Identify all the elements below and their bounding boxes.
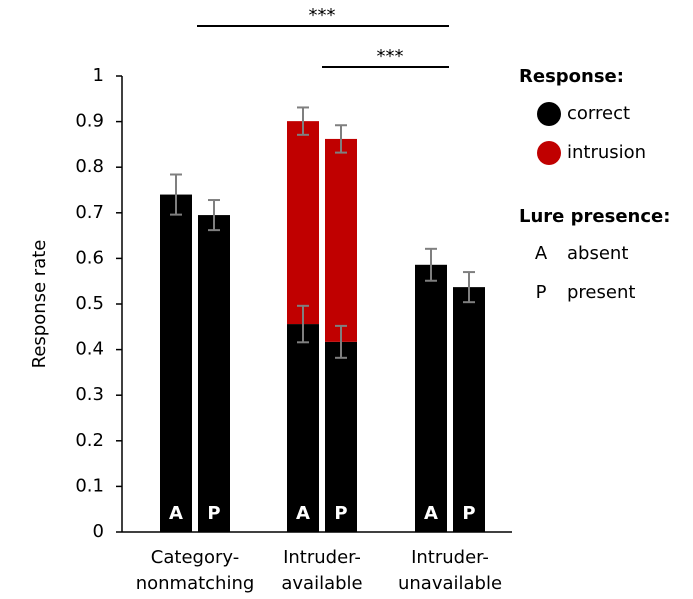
x-tick-label: nonmatching [136, 573, 255, 594]
x-tick-label: Category- [151, 547, 239, 568]
x-tick-label: Intruder- [283, 547, 361, 568]
x-tick-label: unavailable [398, 573, 502, 594]
y-axis-label: Response rate [29, 240, 50, 369]
bar-label: A [296, 503, 310, 524]
y-tick-label: 0.5 [75, 293, 104, 314]
legend-label: absent [567, 243, 628, 264]
y-tick-label: 0 [93, 521, 104, 542]
y-tick-label: 0.4 [75, 339, 104, 360]
bar-label: A [169, 503, 183, 524]
x-tick-label: available [281, 573, 362, 594]
significance-label: *** [377, 46, 404, 67]
legend-label: present [567, 282, 635, 303]
legend-marker [537, 141, 561, 165]
bar-segment [287, 121, 319, 325]
legend-title: Response: [519, 66, 624, 87]
y-tick-label: 0.6 [75, 247, 104, 268]
bar-segment [415, 264, 447, 532]
y-tick-label: 1 [93, 65, 104, 86]
bar-label: P [462, 503, 475, 524]
bar-segment [160, 194, 192, 532]
x-tick-label: Intruder- [411, 547, 489, 568]
y-tick-label: 0.7 [75, 202, 104, 223]
bar-segment [325, 138, 357, 342]
legend-marker [537, 102, 561, 126]
bar-segment [287, 324, 319, 532]
y-tick-label: 0.9 [75, 111, 104, 132]
y-tick-label: 0.8 [75, 156, 104, 177]
legend-label: correct [567, 103, 630, 124]
significance-label: *** [309, 5, 336, 26]
y-tick-label: 0.3 [75, 384, 104, 405]
legend-title: Lure presence: [519, 206, 670, 227]
legend-label: intrusion [567, 142, 646, 163]
bar-segment [453, 287, 485, 532]
legend-key: P [536, 282, 547, 303]
legend-key: A [535, 243, 548, 264]
bar-label: P [207, 503, 220, 524]
bar-segment [198, 215, 230, 532]
bar-label: A [424, 503, 438, 524]
bar-segment [325, 341, 357, 532]
y-tick-label: 0.2 [75, 430, 104, 451]
y-tick-label: 0.1 [75, 475, 104, 496]
bar-label: P [334, 503, 347, 524]
